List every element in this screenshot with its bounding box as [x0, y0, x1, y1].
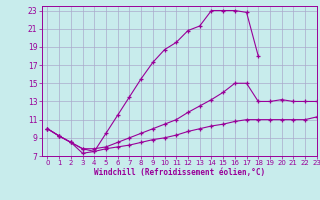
X-axis label: Windchill (Refroidissement éolien,°C): Windchill (Refroidissement éolien,°C) — [94, 168, 265, 177]
